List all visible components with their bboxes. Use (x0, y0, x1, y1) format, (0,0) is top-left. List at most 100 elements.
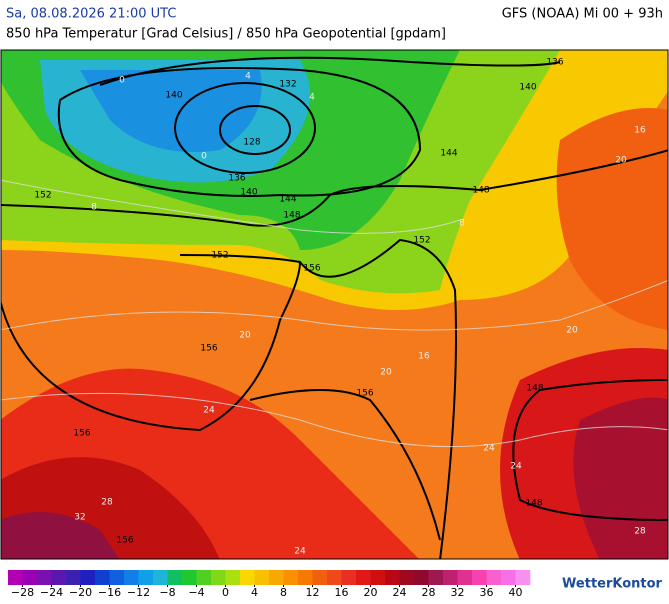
color-swatch (414, 570, 429, 585)
temperature-label: 24 (203, 406, 215, 416)
color-swatch (95, 570, 110, 585)
geopotential-labels: 136 140 132 140 128 136 140 144 144 148 148 152 152 1… (34, 58, 563, 546)
tick-label: 20 (364, 586, 378, 599)
color-swatch (443, 570, 458, 585)
geopotential-label: 148 (472, 186, 489, 196)
colorbar: −28 −24 −20 −16 −12 −8 −4 0 4 8 12 16 20 24 28 32 36 40 (8, 570, 531, 599)
color-swatch (327, 570, 342, 585)
temperature-label: 0 (119, 76, 125, 86)
geopotential-label: 156 (116, 536, 133, 546)
geopotential-label: 136 (228, 174, 245, 184)
date: Sa, 08.08.2026 21:00 UTC (6, 7, 176, 22)
color-swatch (240, 570, 255, 585)
color-swatch (153, 570, 168, 585)
geopotential-label: 148 (526, 384, 543, 394)
map: 136 140 132 140 128 136 140 144 144 148 148 152 152 1… (1, 50, 668, 559)
temperature-label: 8 (91, 203, 97, 213)
geopotential-label: 140 (165, 91, 182, 101)
temperature-label: 4 (245, 72, 251, 82)
temperature-labels: 0 4 0 4 8 8 16 20 20 20 16 20 24 24 24 28 32 28 24 (74, 72, 646, 557)
color-swatch (370, 570, 386, 585)
color-swatch (298, 570, 313, 585)
temperature-label: 8 (459, 219, 465, 229)
tick-label: 4 (251, 586, 258, 599)
geopotential-label: 148 (283, 211, 300, 221)
geopotential-label: 156 (200, 344, 217, 354)
temperature-label: 24 (294, 547, 306, 557)
geopotential-label: 152 (413, 236, 430, 246)
tick-label: −4 (188, 586, 204, 599)
temperature-label: 24 (510, 462, 522, 472)
tick-label: −20 (69, 586, 92, 599)
geopotential-label: 156 (73, 429, 90, 439)
color-swatch (109, 570, 125, 585)
geopotential-label: 136 (546, 58, 563, 68)
color-swatch (8, 570, 23, 585)
tick-label: −28 (11, 586, 34, 599)
tick-label: −12 (127, 586, 150, 599)
color-swatch (269, 570, 284, 585)
geopotential-label: 148 (525, 499, 542, 509)
temperature-label: 20 (380, 368, 392, 378)
tick-label: 40 (509, 586, 523, 599)
geopotential-label: 140 (240, 188, 257, 198)
color-swatch (283, 570, 299, 585)
temperature-label: 20 (566, 326, 578, 336)
color-swatch (51, 570, 67, 585)
tick-label: 32 (451, 586, 465, 599)
geopotential-label: 144 (279, 195, 296, 205)
color-swatch (428, 570, 444, 585)
temperature-label: 28 (634, 527, 646, 537)
geopotential-label: 132 (279, 80, 296, 90)
color-swatch (341, 570, 357, 585)
color-swatch (167, 570, 183, 585)
color-swatch (37, 570, 52, 585)
color-swatch (515, 570, 531, 585)
color-swatch (138, 570, 154, 585)
geopotential-label: 152 (211, 251, 228, 261)
temperature-label: 16 (418, 352, 430, 362)
color-swatch (211, 570, 226, 585)
geopotential-label: 152 (34, 191, 51, 201)
color-swatch (457, 570, 473, 585)
geopotential-label: 156 (356, 389, 373, 399)
tick-label: 16 (335, 586, 349, 599)
temperature-label: 20 (615, 156, 627, 166)
color-swatch (472, 570, 487, 585)
tick-label: 12 (306, 586, 320, 599)
color-swatch (254, 570, 270, 585)
tick-label: 28 (422, 586, 436, 599)
color-swatch (66, 570, 81, 585)
color-swatch (124, 570, 139, 585)
color-swatch (182, 570, 197, 585)
tick-label: −16 (98, 586, 121, 599)
model: GFS (NOAA) Mi 00 + 93h (502, 7, 663, 22)
temperature-label: 32 (74, 513, 85, 523)
color-swatch (501, 570, 516, 585)
tick-label: 8 (280, 586, 287, 599)
logo: WetterKontor (562, 577, 663, 592)
geopotential-label: 128 (243, 138, 260, 148)
color-swatch (385, 570, 400, 585)
temperature-label: 24 (483, 444, 495, 454)
temperature-label: 0 (201, 152, 207, 162)
color-swatch (486, 570, 502, 585)
temperature-label: 20 (239, 331, 251, 341)
color-swatch (196, 570, 212, 585)
temperature-label: 16 (634, 126, 646, 136)
geopotential-label: 144 (440, 149, 457, 159)
color-swatch (80, 570, 96, 585)
tick-label: 0 (222, 586, 229, 599)
tick-label: 24 (393, 586, 407, 599)
color-swatch (356, 570, 371, 585)
temperature-label: 4 (309, 93, 315, 103)
tick-label: −8 (159, 586, 175, 599)
subtitle: 850 hPa Temperatur [Grad Celsius] / 850 … (6, 27, 446, 42)
geopotential-label: 156 (303, 264, 320, 274)
map-frame (0, 49, 669, 560)
geopotential-label: 140 (519, 83, 536, 93)
temperature-label: 28 (101, 498, 113, 508)
tick-label: −24 (40, 586, 63, 599)
tick-label: 36 (480, 586, 494, 599)
